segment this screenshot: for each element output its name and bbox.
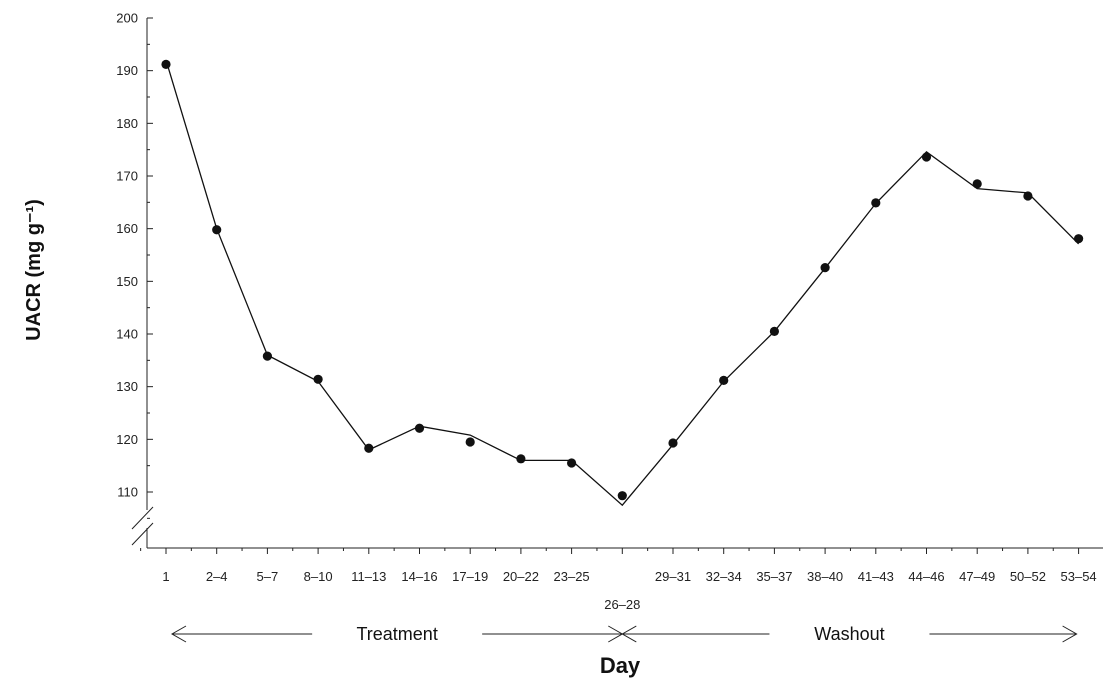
arrowhead-right-icon (1062, 625, 1078, 643)
y-tick-label: 140 (116, 327, 138, 342)
y-tick-label: 200 (116, 11, 138, 26)
y-tick-label: 110 (117, 485, 138, 500)
data-point (516, 454, 526, 464)
data-point (212, 225, 222, 235)
x-tick-label: 2–4 (206, 569, 228, 584)
data-point (820, 263, 830, 273)
series-polyline (165, 59, 1080, 507)
x-axis-title: Day (600, 653, 641, 678)
phase-label: Treatment (356, 624, 437, 644)
y-tick-label: 170 (116, 169, 138, 184)
x-tick-label: 47–49 (959, 569, 995, 584)
x-tick-label: 26–28 (604, 597, 640, 612)
y-tick-label: 180 (116, 116, 138, 131)
data-point (617, 491, 627, 501)
y-tick-label: 190 (116, 63, 138, 78)
x-tick-label: 14–16 (401, 569, 437, 584)
x-tick-label: 35–37 (756, 569, 792, 584)
data-point (769, 326, 780, 336)
arrowhead-left-icon (621, 625, 637, 643)
y-tick-label: 150 (116, 274, 138, 289)
data-point (364, 443, 374, 453)
phase-annotations: Treatment Washout (170, 624, 1078, 644)
series-line (165, 59, 1080, 507)
x-ticks: 1 2–4 5–7 8–10 11–13 14–16 17–19 20–22 23–25 26–2… (140, 548, 1097, 612)
arrowhead-left-icon (170, 625, 187, 643)
x-tick-label: 32–34 (706, 569, 742, 584)
data-point (871, 198, 881, 208)
y-tick-label: 120 (116, 432, 138, 447)
x-tick-label: 41–43 (858, 569, 894, 584)
x-tick-label: 17–19 (452, 569, 488, 584)
data-point (161, 59, 171, 69)
x-tick-label: 50–52 (1010, 569, 1046, 584)
x-tick-label: 23–25 (554, 569, 590, 584)
data-point (921, 152, 932, 162)
x-tick-label: 5–7 (257, 569, 279, 584)
y-axis-title: UACR (mg g⁻¹) (23, 199, 45, 341)
data-point (668, 438, 678, 448)
data-point (1023, 191, 1033, 201)
x-tick-label: 11–13 (351, 569, 386, 584)
phase-label: Washout (814, 624, 884, 644)
x-tick-label: 8–10 (304, 569, 333, 584)
data-point (972, 179, 982, 189)
y-axis-break-mark (131, 506, 154, 546)
x-tick-label: 1 (162, 569, 169, 584)
data-point (414, 423, 425, 433)
series-points (161, 59, 1084, 501)
data-point (262, 351, 272, 361)
data-point (313, 374, 323, 384)
x-tick-label: 44–46 (908, 569, 944, 584)
data-point (567, 458, 577, 468)
y-tick-label: 160 (116, 221, 138, 236)
y-tick-label: 130 (116, 379, 138, 394)
x-tick-label: 38–40 (807, 569, 843, 584)
data-point (465, 437, 475, 447)
data-point (719, 375, 729, 385)
data-point (1074, 234, 1084, 244)
x-tick-label: 29–31 (655, 569, 691, 584)
x-tick-label: 20–22 (503, 569, 539, 584)
y-ticks: 110 120 130 140 150 160 170 180 190 200 (116, 11, 153, 519)
x-tick-label: 53–54 (1061, 569, 1097, 584)
